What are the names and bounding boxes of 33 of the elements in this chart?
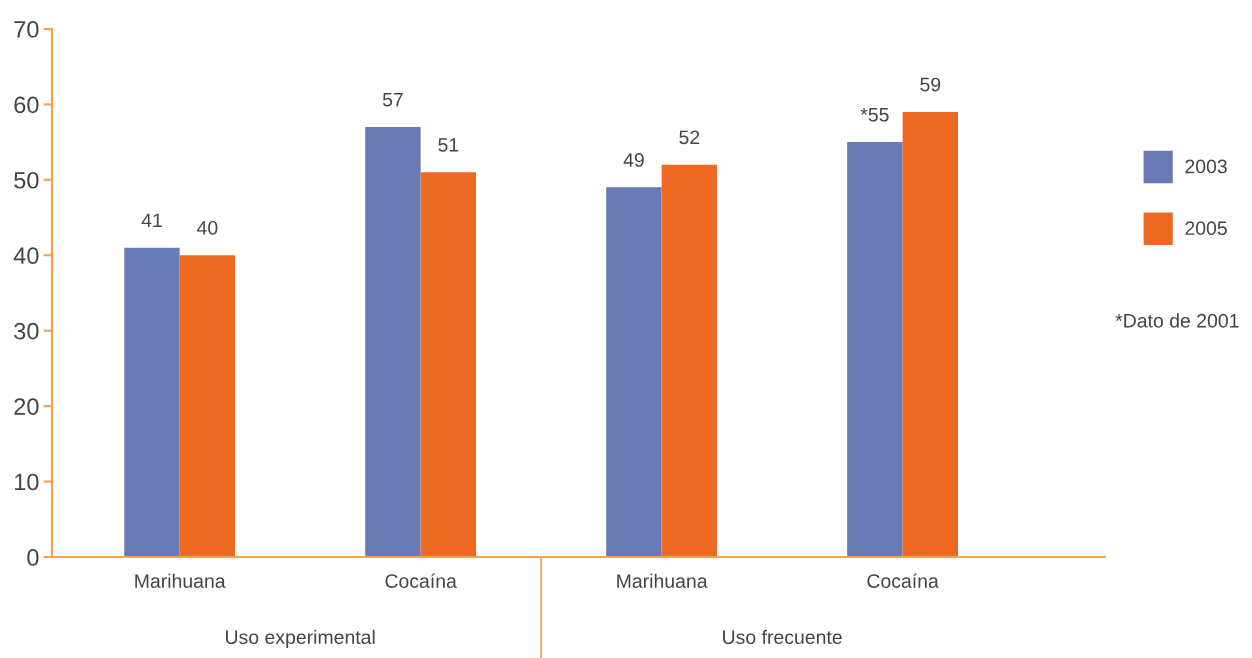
y-tick-label: 10 <box>15 473 39 491</box>
x-tick-label: Marihuana <box>135 573 226 588</box>
bar <box>420 172 477 557</box>
bar <box>606 187 662 557</box>
data-label: *55 <box>860 108 889 122</box>
text: *Dato de 2001 <box>1115 313 1239 328</box>
text: Uso experimental <box>226 629 375 648</box>
y-tick-label: 60 <box>14 96 39 114</box>
y-tick-label: 50 <box>14 171 39 189</box>
bar <box>661 164 718 557</box>
y-tick-label: 20 <box>14 398 39 415</box>
data-label: 59 <box>920 77 941 92</box>
x-tick-label: Cocaína <box>385 573 457 588</box>
y-tick-label: 70 <box>14 21 39 38</box>
bar <box>179 255 236 557</box>
data-label: 57 <box>382 92 403 107</box>
bar <box>124 247 180 557</box>
data-label: 40 <box>197 220 218 235</box>
data-label: 51 <box>438 138 459 152</box>
bar <box>365 127 421 557</box>
data-label: 41 <box>141 213 162 228</box>
y-tick-label: 0 <box>27 549 39 566</box>
bar <box>847 142 903 557</box>
legend-label: 2005 <box>1185 221 1227 236</box>
bar <box>902 111 959 557</box>
data-label: 49 <box>623 153 644 167</box>
y-tick-label: 40 <box>13 247 39 265</box>
x-tick-label: Marihuana <box>617 573 708 588</box>
y-tick-label: 30 <box>14 322 39 340</box>
legend-label: 2003 <box>1185 159 1227 174</box>
x-tick-label: Cocaína <box>867 573 939 588</box>
text: Uso frecuente <box>723 629 842 645</box>
data-label: 52 <box>679 130 700 145</box>
